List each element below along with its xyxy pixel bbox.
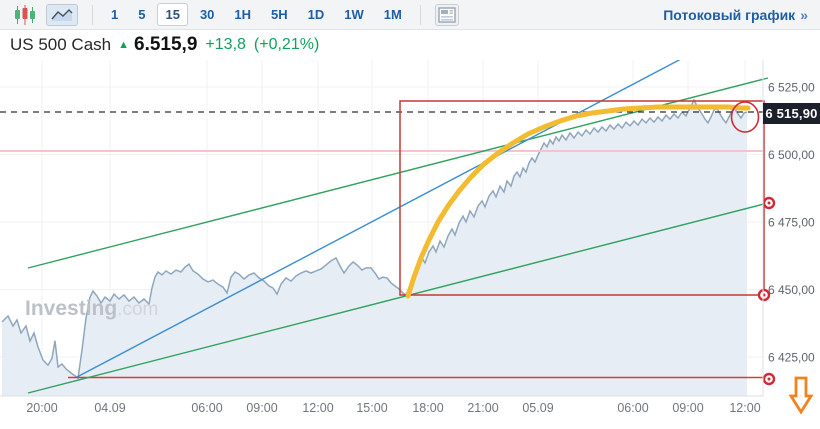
time-axis-label: 09:00 [246,401,277,415]
green-channel-lower-line [27,203,765,394]
price-axis-label: 6 475,00 [768,216,815,230]
axis-marker-dot [767,377,771,381]
chart-annotations-layer[interactable] [0,60,814,415]
time-axis-label: 05.09 [522,401,553,415]
chart-area: Investing.com 6 525,00 6 500,00 6 475,00 6 … [0,60,820,429]
time-axis-label: 15:00 [356,401,387,415]
candlestick-glyph [15,4,35,25]
timeframe-button-5H[interactable]: 5H [263,3,296,26]
timeframe-button-5[interactable]: 5 [130,3,153,26]
time-axis-label: 04.09 [94,401,125,415]
current-price-badge: 6 515,90 [763,103,820,124]
chevron-right-icon: » [800,6,808,23]
timeframe-button-1H[interactable]: 1H [226,3,259,26]
watermark: Investing.com [25,297,158,320]
timeframe-button-1M[interactable]: 1M [376,3,410,26]
price-axis-label: 6 425,00 [768,351,815,365]
time-axis-label: 21:00 [467,401,498,415]
timeframe-button-1D[interactable]: 1D [300,3,333,26]
timeframe-button-15[interactable]: 15 [157,3,188,26]
time-axis-label: 09:00 [672,401,703,415]
timeframe-group: 1 5 15 30 1H 5H 1D 1W 1M [103,3,410,26]
instrument-header: US 500 Cash ▲ 6.515,9 +13,8 (+0,21%) [0,30,820,60]
layout-glyph [438,6,456,23]
toolbar-separator [419,4,421,25]
candlestick-chart-icon[interactable] [12,3,38,27]
price-chart-canvas[interactable]: Investing.com 6 525,00 6 500,00 6 475,00 6 … [0,60,820,429]
streaming-chart-link[interactable]: Потоковый график » [663,7,812,23]
timeframe-button-30[interactable]: 30 [192,3,222,26]
price-change-percent: (+0,21%) [253,36,320,53]
price-axis-label: 6 450,00 [768,283,815,297]
yellow-curve-annotation [405,104,751,299]
time-axis-label: 20:00 [26,401,57,415]
axis-marker-dot [767,201,771,205]
price-axis-label: 6 525,00 [768,81,815,95]
price-area-fill [2,100,747,396]
last-price: 6.515,9 [134,34,198,55]
chart-toolbar: 1 5 15 30 1H 5H 1D 1W 1M Потоковый график » [0,0,820,30]
red-circle-annotation [730,101,760,133]
chart-base-layer [0,60,763,396]
area-glyph [51,8,73,21]
streaming-chart-link-label: Потоковый график [663,6,796,23]
timeframe-button-1[interactable]: 1 [103,3,126,26]
time-axis-label: 12:00 [302,401,333,415]
toolbar-separator [92,4,93,25]
price-axis-label: 6 500,00 [768,148,815,162]
time-axis-label: 18:00 [412,401,443,415]
time-axis-label: 12:00 [729,401,760,415]
time-axis-label: 06:00 [617,401,648,415]
area-chart-icon[interactable] [46,3,78,26]
price-change: +13,8 [205,36,246,53]
time-axis-label: 06:00 [191,401,222,415]
orange-down-arrow-annotation [788,376,814,415]
red-rectangle-annotation [399,100,765,296]
blue-trendline [76,60,681,378]
timeframe-button-1W[interactable]: 1W [336,3,372,26]
chart-layout-icon[interactable] [434,3,459,26]
instrument-name: US 500 Cash [10,35,112,54]
price-up-arrow-icon: ▲ [118,39,130,51]
